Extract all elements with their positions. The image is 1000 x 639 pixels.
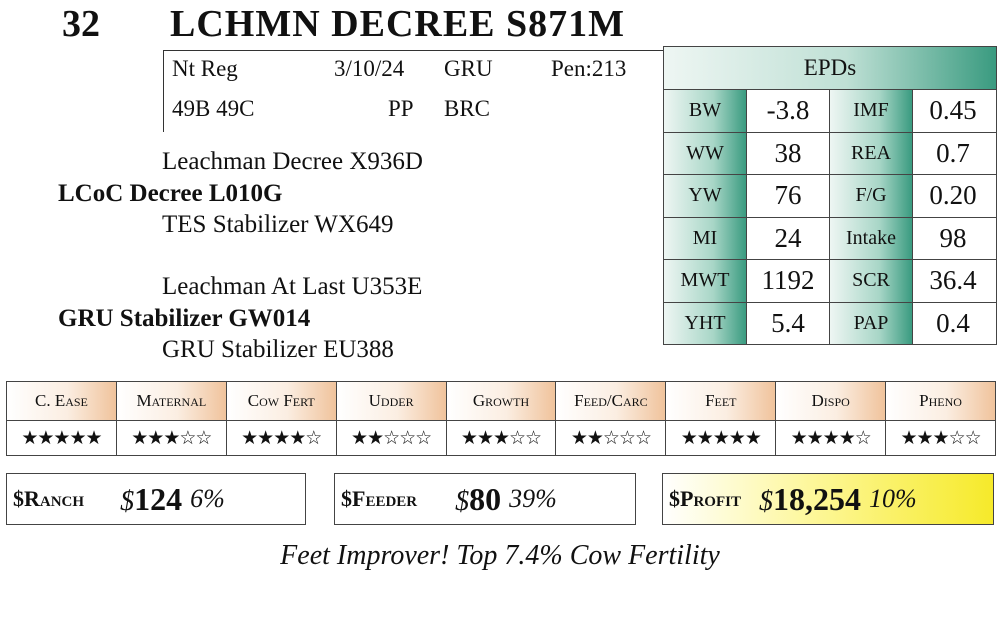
- profit-index-label: $Profit: [669, 486, 741, 511]
- star-rating-dispo: ★★★★☆: [776, 421, 887, 455]
- epd-label: BW: [664, 90, 747, 132]
- pedigree-dam-dam: GRU Stabilizer EU388: [162, 336, 394, 363]
- profit-index-box: $Profit $18,254 10%: [662, 473, 994, 525]
- lot-number: 32: [62, 3, 100, 45]
- pedigree-sire-sire: Leachman Decree X936D: [162, 148, 423, 175]
- pedigree-sire-dam: TES Stabilizer WX649: [162, 211, 394, 238]
- polled-status: PP: [388, 96, 414, 121]
- rating-label-dispo: Dispo: [776, 382, 887, 421]
- rating-label-maternal: Maternal: [116, 382, 227, 421]
- star-rating-udder: ★★☆☆☆: [337, 421, 447, 455]
- feeder-index-value: 80: [469, 480, 502, 517]
- feeder-index-box: $Feeder $80 39%: [334, 473, 636, 525]
- epd-value: 0.45: [929, 95, 977, 126]
- birth-date: 3/10/24: [334, 56, 405, 81]
- star-rating-cow-fert: ★★★★☆: [227, 421, 337, 455]
- ratings-table: C. Ease Maternal Cow Fert Udder Growth F…: [6, 381, 996, 456]
- rating-label-feed-carc: Feed/Carc: [556, 382, 667, 421]
- pedigree-dam: GRU Stabilizer GW014: [58, 305, 311, 332]
- epd-label: Intake: [830, 217, 913, 259]
- pen: Pen:213: [551, 56, 627, 81]
- epd-row: MI 24 Intake 98: [664, 217, 996, 260]
- epd-label: YHT: [664, 302, 747, 344]
- epd-value: 24: [747, 217, 830, 259]
- star-rating-growth: ★★★☆☆: [447, 421, 557, 455]
- epd-value: 1192: [747, 260, 830, 302]
- owner: GRU: [444, 56, 493, 81]
- epd-value: -3.8: [747, 90, 830, 132]
- animal-name: LCHMN DECREE S871M: [170, 3, 626, 45]
- ranch-index-box: $Ranch $124 6%: [6, 473, 306, 525]
- star-rating-pheno: ★★★☆☆: [900, 427, 981, 449]
- epd-row: BW -3.8 IMF 0.45: [664, 90, 996, 133]
- registration: Nt Reg: [172, 56, 238, 81]
- profit-index-percent: 10%: [868, 484, 917, 513]
- profit-index-value: 18,254: [772, 480, 861, 517]
- epd-value: 0.20: [929, 180, 977, 211]
- epd-row: YW 76 F/G 0.20: [664, 175, 996, 218]
- ranch-index-value: 124: [134, 480, 183, 517]
- profit-index-value-group: $18,254: [759, 481, 861, 518]
- epd-label: SCR: [830, 260, 913, 302]
- rating-label-cow-fert: Cow Fert: [226, 382, 337, 421]
- ratings-header-row: C. Ease Maternal Cow Fert Udder Growth F…: [7, 382, 996, 421]
- ranch-index-label: $Ranch: [13, 486, 85, 511]
- epd-row: YHT 5.4 PAP 0.4: [664, 302, 996, 344]
- epd-value: 98: [939, 222, 967, 253]
- epd-value: 5.4: [747, 302, 830, 344]
- epd-label: MI: [664, 217, 747, 259]
- epd-table: EPDs BW -3.8 IMF 0.45 WW 38 REA 0.7 YW 7…: [663, 46, 997, 345]
- star-rating-maternal: ★★★☆☆: [117, 421, 227, 455]
- pedigree-sire: LCoC Decree L010G: [58, 180, 283, 207]
- star-rating-feed-carc: ★★☆☆☆: [556, 421, 667, 455]
- ranch-index-percent: 6%: [190, 484, 225, 513]
- footnote: Feet Improver! Top 7.4% Cow Fertility: [280, 540, 720, 571]
- epd-label: IMF: [830, 90, 913, 132]
- feeder-index-label: $Feeder: [341, 486, 418, 511]
- feeder-index-percent: 39%: [509, 484, 557, 513]
- epd-label: WW: [664, 132, 747, 174]
- epd-label: MWT: [664, 260, 747, 302]
- epd-value: 0.4: [936, 307, 970, 338]
- ranch-index-value-group: $124: [120, 481, 182, 518]
- epd-value: 36.4: [929, 265, 977, 296]
- star-rating-feet: ★★★★★: [666, 421, 777, 455]
- header-vertical-divider: [163, 50, 164, 132]
- profit-currency-symbol: $: [758, 485, 773, 517]
- epd-title: EPDs: [664, 47, 996, 90]
- rating-label-udder: Udder: [336, 382, 447, 421]
- star-rating-calving-ease: ★★★★★: [7, 421, 117, 455]
- epd-label: PAP: [830, 302, 913, 344]
- epd-value: 38: [747, 132, 830, 174]
- pedigree-dam-sire: Leachman At Last U353E: [162, 273, 423, 300]
- ratings-stars-row: ★★★★★ ★★★☆☆ ★★★★☆ ★★☆☆☆ ★★★☆☆ ★★☆☆☆ ★★★★…: [7, 421, 995, 455]
- epd-row: MWT 1192 SCR 36.4: [664, 260, 996, 303]
- tattoo: 49B 49C: [172, 96, 255, 121]
- rating-label-calving-ease: C. Ease: [7, 382, 117, 421]
- epd-label: YW: [664, 175, 747, 217]
- breeder: BRC: [444, 96, 491, 121]
- rating-label-pheno: Pheno: [886, 382, 996, 421]
- feeder-index-value-group: $80: [455, 481, 501, 518]
- header-divider: [163, 50, 663, 51]
- feeder-currency-symbol: $: [455, 485, 470, 517]
- rating-label-growth: Growth: [446, 382, 557, 421]
- rating-label-feet: Feet: [666, 382, 777, 421]
- epd-value: 76: [747, 175, 830, 217]
- ranch-currency-symbol: $: [120, 485, 135, 517]
- epd-value: 0.7: [936, 137, 970, 168]
- epd-label: F/G: [830, 175, 913, 217]
- epd-label: REA: [830, 132, 913, 174]
- epd-row: WW 38 REA 0.7: [664, 132, 996, 175]
